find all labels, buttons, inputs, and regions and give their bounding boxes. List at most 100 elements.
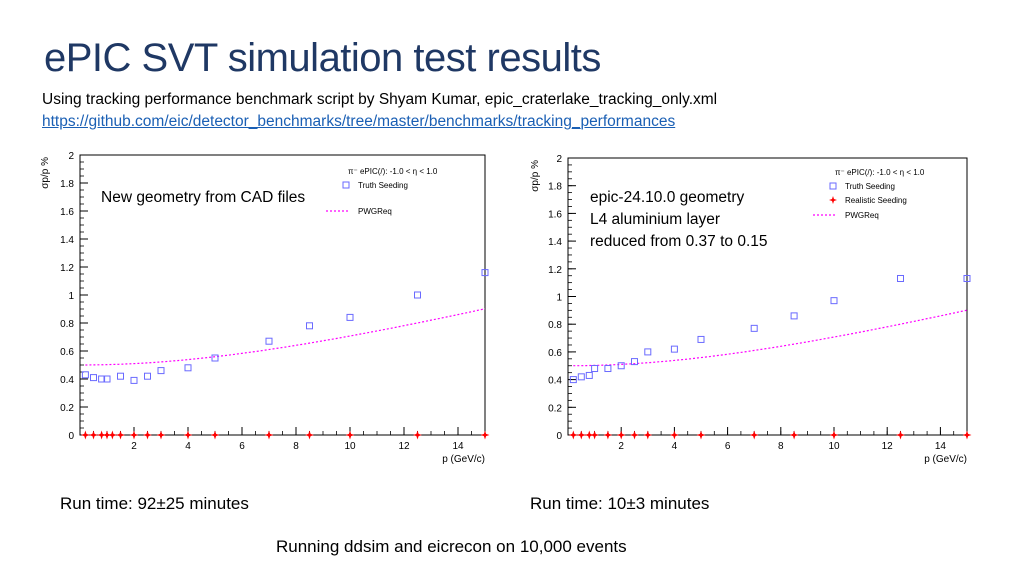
chart0-y-tick-label: 1.2 xyxy=(60,263,74,274)
chart0-truth-seeding-point xyxy=(211,354,219,362)
slide-title: ePIC SVT simulation test results xyxy=(44,36,601,80)
chart0-truth-seeding-point xyxy=(306,322,313,330)
chart0-x-tick-label: 14 xyxy=(452,441,464,452)
chart0-red-star-point xyxy=(80,430,90,440)
plot-left-new-geometry: 0 0.2 0.4 0.6 0.8 1 1.2 1.4 1.6 1.8 2 2 4 6 8 10 12 14 p (… xyxy=(40,151,490,465)
chart0-y-tick-label: 2 xyxy=(68,151,74,162)
chart1-truth-seeding-point xyxy=(897,274,904,282)
chart0-truth-seeding-point xyxy=(130,376,138,384)
chart0-truth-seeding-point xyxy=(265,337,273,345)
chart1-realistic-seeding-point xyxy=(962,430,972,440)
chart1-truth-seeding-point xyxy=(750,324,758,332)
chart1-y-tick-label: 0.8 xyxy=(548,320,562,331)
chart1-y-tick-label: 1.2 xyxy=(548,265,562,276)
chart0-red-star-point xyxy=(413,430,422,440)
left-runtime: Run time: 92±25 minutes xyxy=(60,494,249,513)
chart0-red-star-point xyxy=(264,430,274,440)
chart0-red-star-point xyxy=(480,430,490,440)
chart1-x-tick-label: 6 xyxy=(725,441,731,452)
chart1-legend-label: Truth Seeding xyxy=(845,182,895,191)
chart0-x-tick-label: 4 xyxy=(185,441,191,452)
chart0-red-star-point xyxy=(97,430,107,440)
chart1-truth-seeding-point xyxy=(830,297,838,305)
chart1-realistic-seeding-point xyxy=(749,430,759,440)
chart1-y-tick-label: 1.4 xyxy=(548,237,562,248)
chart0-y-axis-label: σp/p % xyxy=(40,157,51,189)
chart0-truth-seeding-point xyxy=(157,367,165,375)
benchmark-link[interactable]: https://github.com/eic/detector_benchmar… xyxy=(42,113,676,130)
chart1-x-tick-label: 10 xyxy=(828,441,840,452)
chart0-x-tick-label: 10 xyxy=(344,441,356,452)
chart1-y-tick-label: 0.4 xyxy=(548,376,562,387)
chart0-truth-seeding-point xyxy=(144,372,151,380)
chart1-legend-label: Realistic Seeding xyxy=(845,196,907,205)
chart1-truth-seeding-point xyxy=(569,376,577,384)
chart1-y-tick-label: 1.8 xyxy=(548,182,562,193)
chart1-truth-seeding-point xyxy=(963,274,971,282)
chart0-truth-seeding-point xyxy=(481,269,489,277)
chart0-legend-truth-marker xyxy=(342,181,350,189)
chart0-red-star-point xyxy=(345,430,355,440)
right-annotation-line-3: reduced from 0.37 to 0.15 xyxy=(590,233,768,250)
chart1-truth-seeding-point xyxy=(697,335,705,343)
chart0-truth-seeding-point xyxy=(90,374,97,382)
chart0-truth-seeding-point xyxy=(184,364,192,372)
chart1-y-tick-label: 0.6 xyxy=(548,348,562,359)
right-annotation-line-2: L4 aluminium layer xyxy=(590,211,721,228)
chart0-pwgreq-curve xyxy=(85,308,486,366)
chart1-realistic-seeding-point xyxy=(568,430,578,440)
chart1-y-tick-label: 1.6 xyxy=(548,209,562,220)
chart1-legend-header: π⁻ ePIC(/): -1.0 < η < 1.0 xyxy=(835,168,925,177)
chart1-truth-seeding-point xyxy=(644,348,652,356)
chart1-x-tick-label: 12 xyxy=(882,441,894,452)
chart1-realistic-seeding-point xyxy=(696,430,706,440)
chart1-realistic-seeding-point xyxy=(616,430,626,440)
chart0-legend-header: π⁻ ePIC(/): -1.0 < η < 1.0 xyxy=(348,167,438,176)
chart1-truth-seeding-point xyxy=(631,358,638,366)
chart1-realistic-seeding-point xyxy=(789,430,799,440)
chart1-y-tick-label: 0.2 xyxy=(548,403,562,414)
chart1-realistic-seeding-point xyxy=(669,430,679,440)
chart0-x-tick-label: 12 xyxy=(398,441,410,452)
chart1-x-axis-label: p (GeV/c) xyxy=(924,454,967,465)
chart0-x-tick-label: 6 xyxy=(239,441,245,452)
chart0-red-star-point xyxy=(305,430,314,440)
chart1-x-tick-label: 8 xyxy=(778,441,784,452)
chart1-realistic-seeding-point xyxy=(584,430,594,440)
chart0-y-tick-label: 1.6 xyxy=(60,207,74,218)
chart1-legend-truth-marker xyxy=(829,182,837,190)
chart0-y-tick-label: 0 xyxy=(68,431,74,442)
left-plot-annotation: New geometry from CAD files xyxy=(101,189,306,206)
chart1-realistic-seeding-point xyxy=(896,430,905,440)
plot-right-epic-24-10-0: 0 0.2 0.4 0.6 0.8 1 1.2 1.4 1.6 1.8 2 2 4 6 8 10 12 14 p (… xyxy=(530,154,972,465)
chart1-x-tick-label: 2 xyxy=(618,441,624,452)
chart0-legend-label: PWGReq xyxy=(358,207,392,216)
chart1-truth-seeding-point xyxy=(591,365,599,373)
chart0-truth-seeding-point xyxy=(98,375,106,383)
chart0-truth-seeding-point xyxy=(414,291,421,299)
chart0-truth-seeding-point xyxy=(81,371,89,379)
chart1-truth-seeding-point xyxy=(577,373,585,381)
chart0-y-tick-label: 1 xyxy=(68,291,74,302)
chart0-y-tick-label: 1.8 xyxy=(60,179,74,190)
chart1-x-tick-label: 4 xyxy=(672,441,678,452)
chart0-red-star-point xyxy=(156,430,166,440)
chart1-realistic-seeding-point xyxy=(603,430,613,440)
chart1-realistic-seeding-point xyxy=(590,430,600,440)
chart0-truth-seeding-point xyxy=(346,313,354,321)
chart1-y-tick-label: 1 xyxy=(556,293,562,304)
chart1-realistic-seeding-point xyxy=(576,430,586,440)
chart0-red-star-point xyxy=(210,430,220,440)
chart1-truth-seeding-point xyxy=(585,371,593,379)
chart0-truth-seeding-point xyxy=(103,375,111,383)
chart1-realistic-seeding-point xyxy=(829,430,839,440)
chart0-y-tick-label: 0.2 xyxy=(60,403,74,414)
right-annotation-line-1: epic-24.10.0 geometry xyxy=(590,189,745,206)
right-plot-annotation: epic-24.10.0 geometry L4 aluminium layer… xyxy=(590,187,768,253)
footer-note: Running ddsim and eicrecon on 10,000 eve… xyxy=(276,537,627,556)
chart0-red-star-point xyxy=(129,430,139,440)
chart0-truth-seeding-point xyxy=(117,372,124,380)
chart0-legend-label: Truth Seeding xyxy=(358,181,408,190)
chart1-pwgreq-curve xyxy=(573,309,968,367)
chart0-y-tick-label: 0.8 xyxy=(60,319,74,330)
